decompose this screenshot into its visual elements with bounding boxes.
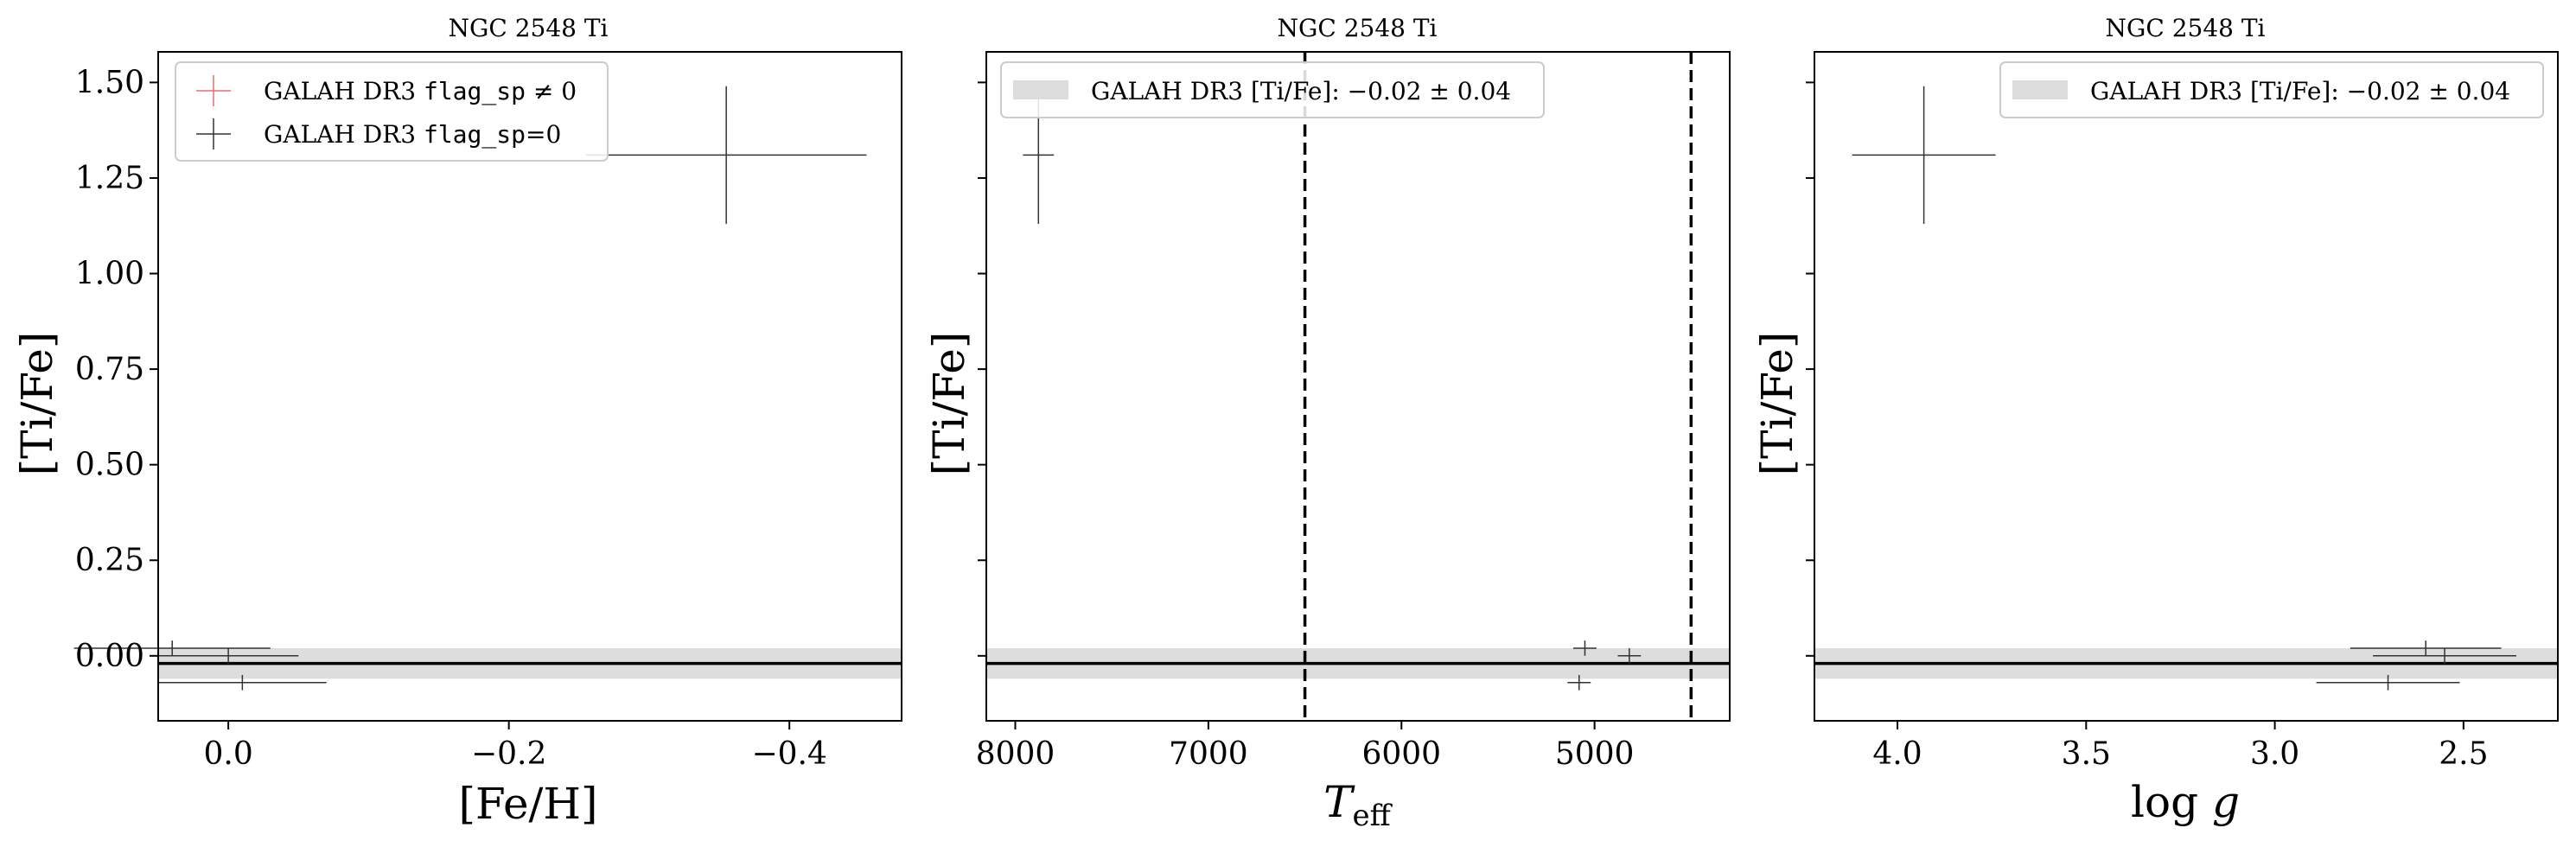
legend-frame xyxy=(1000,61,1545,118)
plot-area: 8000 7000 6000 5000 xyxy=(976,51,1731,772)
legend-swatch-band xyxy=(1013,80,1068,99)
data-point xyxy=(158,647,299,664)
y-axis-label: [Ti/Fe] xyxy=(924,332,974,476)
data-point xyxy=(1567,674,1591,691)
legend: GALAH DR3 [Ti/Fe]: −0.02 ± 0.04 xyxy=(1999,61,2544,118)
x-tick-label: 0.0 xyxy=(203,736,252,772)
panel-feh: 0.000.250.500.751.001.251.500.0 −0.2 −0.4 … xyxy=(12,14,902,829)
legend-frame xyxy=(1999,61,2544,118)
panel-logg: 4.0 3.5 3.0 2.5 NGC 2548 Ti log g [Ti/Fe] G… xyxy=(1752,14,2559,827)
legend-entry-flagged: GALAH DR3 flag_sp ≠ 0 xyxy=(264,77,577,106)
x-axis-label: Teff xyxy=(1323,777,1393,833)
x-tick-label: 3.0 xyxy=(2250,736,2299,772)
data-point xyxy=(158,674,327,691)
legend: GALAH DR3 [Ti/Fe]: −0.02 ± 0.04 xyxy=(1000,61,1545,118)
y-tick-label: 1.00 xyxy=(75,257,144,292)
axes-frame xyxy=(1814,51,2559,722)
data-point xyxy=(2350,640,2502,656)
y-tick-label: 0.50 xyxy=(75,448,144,483)
x-tick-label: 7000 xyxy=(1169,736,1248,772)
x-tick-label: −0.4 xyxy=(751,736,826,772)
y-tick-label: 0.25 xyxy=(75,543,144,578)
plot-area: 4.0 3.5 3.0 2.5 xyxy=(1806,51,2559,772)
data-point xyxy=(2373,647,2516,664)
legend-swatch-band xyxy=(2012,80,2068,99)
legend-entry-galah: GALAH DR3 [Ti/Fe]: −0.02 ± 0.04 xyxy=(1091,77,1511,105)
y-tick-label: 1.25 xyxy=(75,161,144,196)
data-point xyxy=(1617,647,1642,664)
legend: GALAH DR3 flag_sp ≠ 0 GALAH DR3 flag_sp=… xyxy=(175,61,609,162)
y-tick-label: 0.00 xyxy=(75,639,144,674)
panel-teff: 8000 7000 6000 5000 NGC 2548 Ti Teff [Ti/Fe… xyxy=(924,14,1731,833)
legend-marker-flagged xyxy=(196,75,231,106)
data-point xyxy=(73,640,271,656)
data-point xyxy=(2316,674,2460,691)
x-tick-label: 5000 xyxy=(1555,736,1635,772)
x-tick-label: −0.2 xyxy=(471,736,546,772)
x-axis-label: log g xyxy=(2131,777,2240,827)
x-tick-label: 3.5 xyxy=(2062,736,2111,772)
legend-entry-unflagged: GALAH DR3 flag_sp=0 xyxy=(264,120,561,150)
x-tick-label: 2.5 xyxy=(2439,736,2488,772)
y-axis-label: [Ti/Fe] xyxy=(12,332,62,476)
x-tick-label: 8000 xyxy=(976,736,1055,772)
panel-title: NGC 2548 Ti xyxy=(2106,14,2266,42)
data-point xyxy=(1852,86,1996,225)
x-tick-label: 6000 xyxy=(1361,736,1441,772)
data-point xyxy=(1573,640,1597,656)
data-point xyxy=(585,86,867,225)
legend-entry-galah: GALAH DR3 [Ti/Fe]: −0.02 ± 0.04 xyxy=(2090,77,2510,105)
panel-title: NGC 2548 Ti xyxy=(1278,14,1438,42)
x-axis-label: [Fe/H] xyxy=(458,779,597,829)
panel-title: NGC 2548 Ti xyxy=(449,14,609,42)
legend-marker-unflagged xyxy=(196,118,231,150)
axes-frame xyxy=(985,51,1731,722)
legend-frame xyxy=(175,61,609,162)
y-axis-label: [Ti/Fe] xyxy=(1752,332,1802,476)
y-tick-label: 0.75 xyxy=(75,352,144,387)
plot-area: 0.00 0.25 0.50 0.75 1.00 1.25 1.50 0.0 −0.2 −0.4 xyxy=(73,51,902,772)
x-tick-label: 4.0 xyxy=(1872,736,1922,772)
axes-frame xyxy=(157,51,902,722)
y-tick-label: 1.50 xyxy=(75,65,144,100)
